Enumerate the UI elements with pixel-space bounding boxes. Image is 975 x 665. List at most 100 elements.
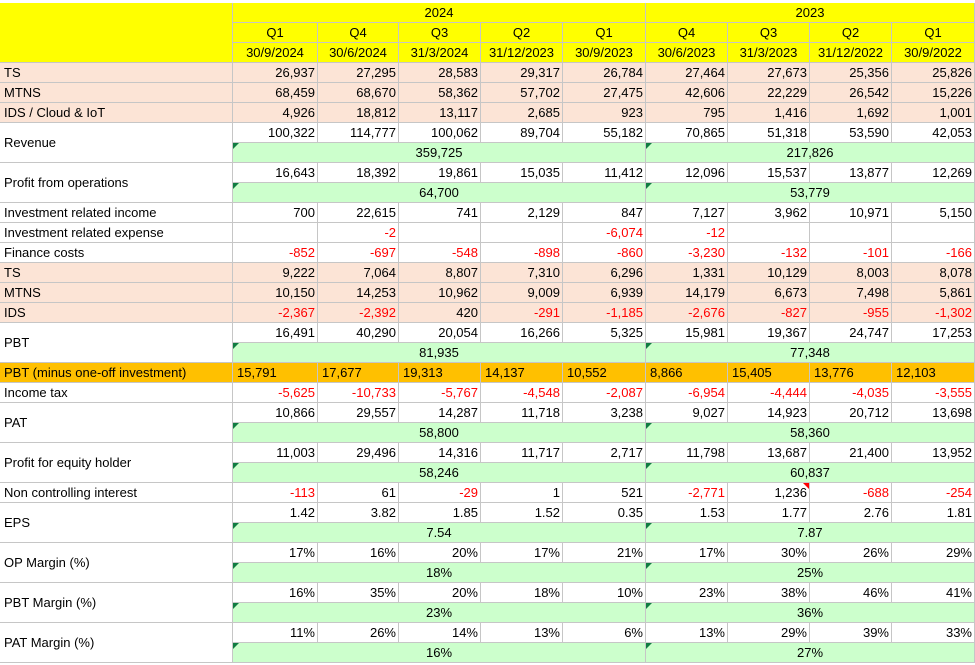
value-cell[interactable]: 25,356 [810, 63, 892, 83]
value-cell[interactable]: 13,776 [810, 363, 892, 383]
value-cell[interactable]: 847 [563, 203, 646, 223]
value-cell[interactable]: 9,222 [233, 263, 318, 283]
value-cell[interactable]: 16,266 [481, 323, 563, 343]
value-cell[interactable]: -12 [646, 223, 728, 243]
value-cell[interactable]: 27,475 [563, 83, 646, 103]
value-cell[interactable]: 13% [646, 623, 728, 643]
value-cell[interactable]: 8,078 [892, 263, 975, 283]
value-cell[interactable]: 13,117 [399, 103, 481, 123]
value-cell[interactable]: -548 [399, 243, 481, 263]
value-cell[interactable]: -254 [892, 483, 975, 503]
value-cell[interactable]: 8,866 [646, 363, 728, 383]
value-cell[interactable]: -4,444 [728, 383, 810, 403]
quarter-label[interactable]: Q1 [233, 23, 318, 43]
value-cell[interactable]: 68,670 [318, 83, 399, 103]
value-cell[interactable]: 13,877 [810, 163, 892, 183]
value-cell[interactable]: 22,615 [318, 203, 399, 223]
value-cell[interactable]: 1.53 [646, 503, 728, 523]
year-total-2024[interactable]: 359,725 [233, 143, 646, 163]
value-cell[interactable]: -898 [481, 243, 563, 263]
quarter-label[interactable]: Q1 [892, 23, 975, 43]
value-cell[interactable]: -6,954 [646, 383, 728, 403]
value-cell[interactable]: 6% [563, 623, 646, 643]
row-label[interactable]: IDS [0, 303, 233, 323]
year-header-2024[interactable]: 2024 [233, 3, 646, 23]
value-cell[interactable]: 20% [399, 543, 481, 563]
value-cell[interactable]: 11,798 [646, 443, 728, 463]
row-label[interactable]: Revenue [0, 123, 233, 163]
value-cell[interactable]: 2,129 [481, 203, 563, 223]
value-cell[interactable]: 13% [481, 623, 563, 643]
row-label[interactable]: PBT Margin (%) [0, 583, 233, 623]
value-cell[interactable]: -2,392 [318, 303, 399, 323]
year-total-2024[interactable]: 58,246 [233, 463, 646, 483]
quarter-date[interactable]: 30/6/2024 [318, 43, 399, 63]
quarter-date[interactable]: 31/12/2022 [810, 43, 892, 63]
value-cell[interactable]: 21% [563, 543, 646, 563]
value-cell[interactable]: 15,405 [728, 363, 810, 383]
row-label[interactable]: MTNS [0, 83, 233, 103]
value-cell[interactable]: 8,003 [810, 263, 892, 283]
value-cell[interactable]: -2 [318, 223, 399, 243]
value-cell[interactable]: 29% [728, 623, 810, 643]
value-cell[interactable]: 55,182 [563, 123, 646, 143]
value-cell[interactable]: 114,777 [318, 123, 399, 143]
value-cell[interactable]: 9,027 [646, 403, 728, 423]
year-total-2024[interactable]: 16% [233, 643, 646, 663]
value-cell[interactable]: 12,269 [892, 163, 975, 183]
value-cell[interactable]: -4,035 [810, 383, 892, 403]
value-cell[interactable]: 15,226 [892, 83, 975, 103]
value-cell[interactable]: -5,625 [233, 383, 318, 403]
value-cell[interactable]: 1.85 [399, 503, 481, 523]
value-cell[interactable]: 420 [399, 303, 481, 323]
row-label[interactable]: MTNS [0, 283, 233, 303]
value-cell[interactable]: 2,717 [563, 443, 646, 463]
value-cell[interactable]: 3,238 [563, 403, 646, 423]
value-cell[interactable]: 10,962 [399, 283, 481, 303]
value-cell[interactable]: 7,127 [646, 203, 728, 223]
row-label[interactable]: Profit from operations [0, 163, 233, 203]
row-label[interactable]: PAT Margin (%) [0, 623, 233, 663]
value-cell[interactable]: 29,496 [318, 443, 399, 463]
value-cell[interactable]: -3,230 [646, 243, 728, 263]
row-label[interactable]: IDS / Cloud & IoT [0, 103, 233, 123]
value-cell[interactable]: 6,673 [728, 283, 810, 303]
value-cell[interactable]: 1,001 [892, 103, 975, 123]
value-cell[interactable]: 1,416 [728, 103, 810, 123]
value-cell[interactable]: 5,325 [563, 323, 646, 343]
value-cell[interactable]: 19,861 [399, 163, 481, 183]
value-cell[interactable]: 14% [399, 623, 481, 643]
year-total-2023[interactable]: 217,826 [646, 143, 975, 163]
value-cell[interactable]: 26% [810, 543, 892, 563]
value-cell[interactable]: 46% [810, 583, 892, 603]
row-label[interactable]: PBT [0, 323, 233, 363]
value-cell[interactable]: 10,552 [563, 363, 646, 383]
value-cell[interactable]: -1,185 [563, 303, 646, 323]
value-cell[interactable]: 100,322 [233, 123, 318, 143]
value-cell[interactable]: 12,103 [892, 363, 975, 383]
value-cell[interactable]: 13,952 [892, 443, 975, 463]
value-cell[interactable]: 27,673 [728, 63, 810, 83]
quarter-date[interactable]: 31/3/2023 [728, 43, 810, 63]
year-total-2024[interactable]: 23% [233, 603, 646, 623]
value-cell[interactable]: -2,676 [646, 303, 728, 323]
year-header-2023[interactable]: 2023 [646, 3, 975, 23]
value-cell[interactable]: 11,717 [481, 443, 563, 463]
year-total-2023[interactable]: 25% [646, 563, 975, 583]
value-cell[interactable]: -955 [810, 303, 892, 323]
value-cell[interactable]: 12,096 [646, 163, 728, 183]
row-label[interactable]: OP Margin (%) [0, 543, 233, 583]
value-cell[interactable]: -10,733 [318, 383, 399, 403]
value-cell[interactable]: 923 [563, 103, 646, 123]
year-total-2024[interactable]: 64,700 [233, 183, 646, 203]
value-cell[interactable]: 17% [481, 543, 563, 563]
row-label[interactable]: Non controlling interest [0, 483, 233, 503]
value-cell[interactable]: 10,971 [810, 203, 892, 223]
value-cell[interactable]: 17,253 [892, 323, 975, 343]
value-cell[interactable]: 68,459 [233, 83, 318, 103]
value-cell[interactable]: 29,317 [481, 63, 563, 83]
row-label[interactable]: Profit for equity holder [0, 443, 233, 483]
value-cell[interactable]: 4,926 [233, 103, 318, 123]
value-cell[interactable]: 0.35 [563, 503, 646, 523]
